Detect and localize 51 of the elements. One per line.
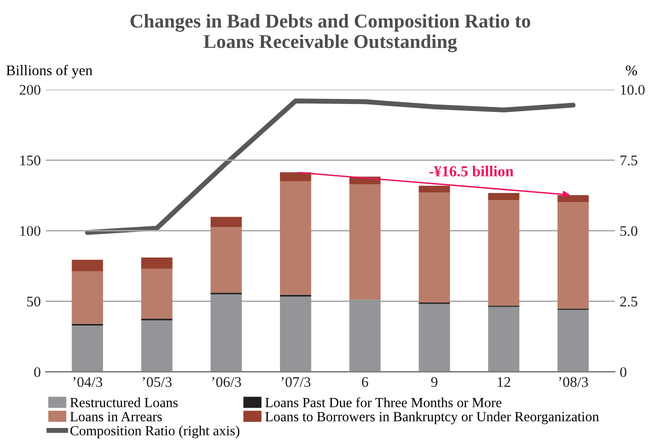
bar xyxy=(488,200,520,306)
bar xyxy=(141,258,172,269)
x-tick-label: ’04/3 xyxy=(73,377,102,387)
y2-tick-label: 10.0 xyxy=(620,84,645,95)
bar xyxy=(210,227,242,293)
legend-label: Loans to Borrowers in Bankruptcy or Under Reorganization xyxy=(265,412,599,424)
bar xyxy=(558,195,589,202)
bar xyxy=(72,326,104,372)
bar xyxy=(558,202,589,309)
bar xyxy=(280,172,312,182)
x-tick-label: 12 xyxy=(498,377,510,387)
bar xyxy=(141,268,172,319)
bar xyxy=(488,306,520,372)
y-tick-label: 200 xyxy=(20,84,40,95)
y-tick-label: 50 xyxy=(27,296,40,306)
bar xyxy=(418,304,450,372)
x-tick-label: ’05/3 xyxy=(142,377,172,387)
bar xyxy=(280,296,312,372)
legend-label: Composition Ratio (right axis) xyxy=(70,426,240,438)
x-tick-label: ’07/3 xyxy=(281,377,310,387)
y2-axis-title: % xyxy=(626,66,638,76)
legend-label: Loans in Arrears xyxy=(70,412,162,422)
y2-tick-label: 5.0 xyxy=(620,226,638,236)
bar xyxy=(141,320,172,372)
y-tick-label: 0 xyxy=(34,367,40,378)
y2-tick-label: 7.5 xyxy=(620,156,638,166)
bar xyxy=(210,294,242,372)
bar xyxy=(558,310,589,372)
y-tick-label: 150 xyxy=(20,156,40,166)
bar xyxy=(418,192,450,303)
chart-title: Changes in Bad Debts and Composition Ratio to Loans Receivable Outstanding xyxy=(130,14,530,52)
legend-label: Loans Past Due for Three Months or More xyxy=(265,397,502,408)
annotation: -¥16.5 billion xyxy=(429,166,514,177)
bar xyxy=(349,184,381,300)
bar xyxy=(349,300,381,372)
y-axis-title: Billions of yen xyxy=(6,64,92,78)
bar xyxy=(280,181,312,295)
legend-label: Restructured Loans xyxy=(70,398,178,408)
y2-tick-label: 2.5 xyxy=(620,296,638,307)
bar xyxy=(418,186,450,193)
x-tick-label: 9 xyxy=(431,377,438,387)
y-tick-label: 100 xyxy=(20,226,40,236)
x-tick-label: 6 xyxy=(362,377,368,387)
y2-tick-label: 0 xyxy=(620,367,626,378)
bar xyxy=(72,271,104,324)
bar xyxy=(72,260,104,272)
bar xyxy=(488,193,520,200)
line-series xyxy=(84,98,576,235)
bar xyxy=(210,216,242,228)
x-tick-label: ’08/3 xyxy=(559,377,588,387)
x-tick-label: ’06/3 xyxy=(212,377,242,387)
